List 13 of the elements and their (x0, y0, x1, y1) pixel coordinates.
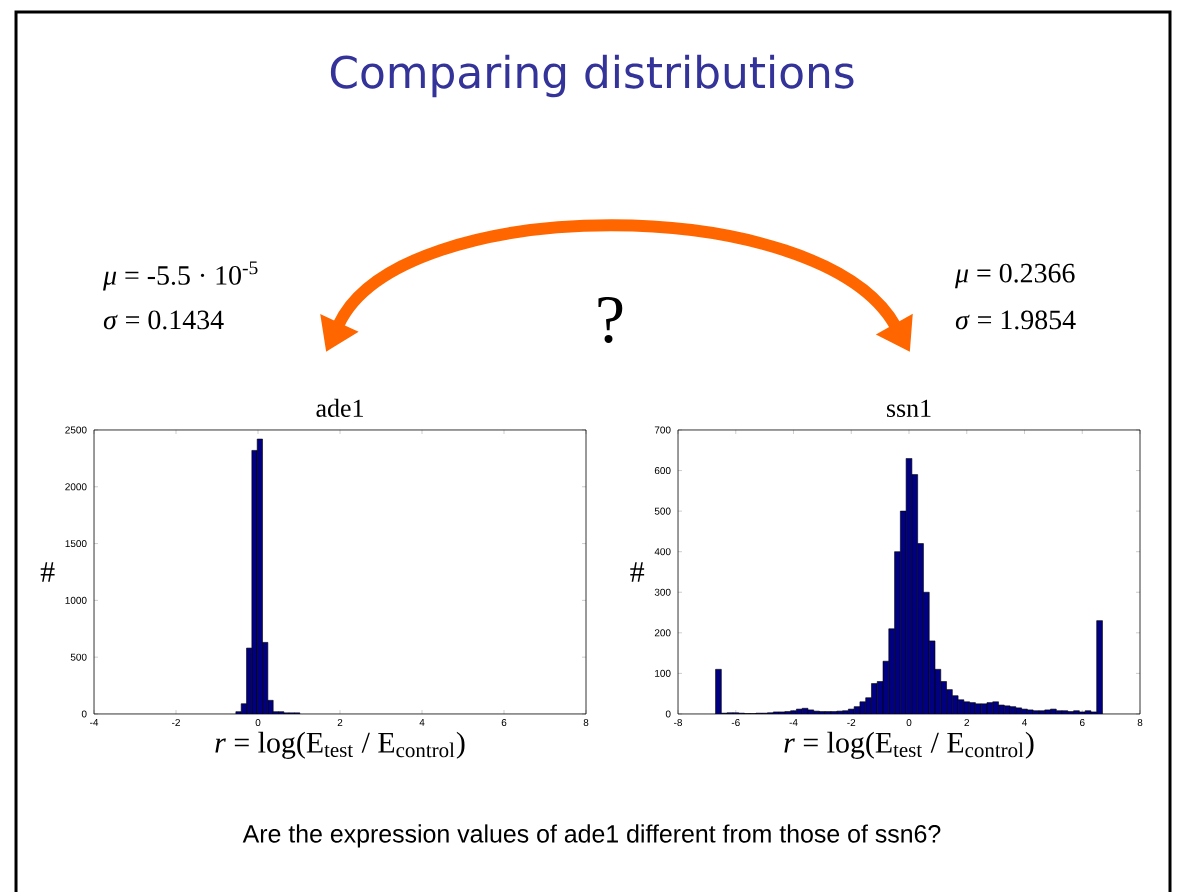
text: Are the expression values of ade1 different from those of ssn6? (242, 824, 941, 848)
text: μ = 0.2366 (955, 263, 1075, 289)
text: ? (598, 297, 623, 343)
chart-title: ssn1 (887, 399, 931, 417)
text: σ = 1.9854 (955, 310, 1076, 330)
chart-title: ade1 (316, 398, 363, 417)
text: Comparing distributions (330, 54, 854, 98)
y-axis-title: # (40, 562, 55, 582)
x-axis-title: r = log(E$_{test}$ / E$_{control}$) (784, 731, 1034, 759)
y-axis-title: # (630, 562, 645, 582)
text: σ = 0.1434 (103, 310, 224, 330)
text: μ = -5.5 · 10$^{-5}$ (103, 261, 258, 291)
x-axis-title: r = log(E$_{test}$ / E$_{control}$) (215, 731, 465, 759)
